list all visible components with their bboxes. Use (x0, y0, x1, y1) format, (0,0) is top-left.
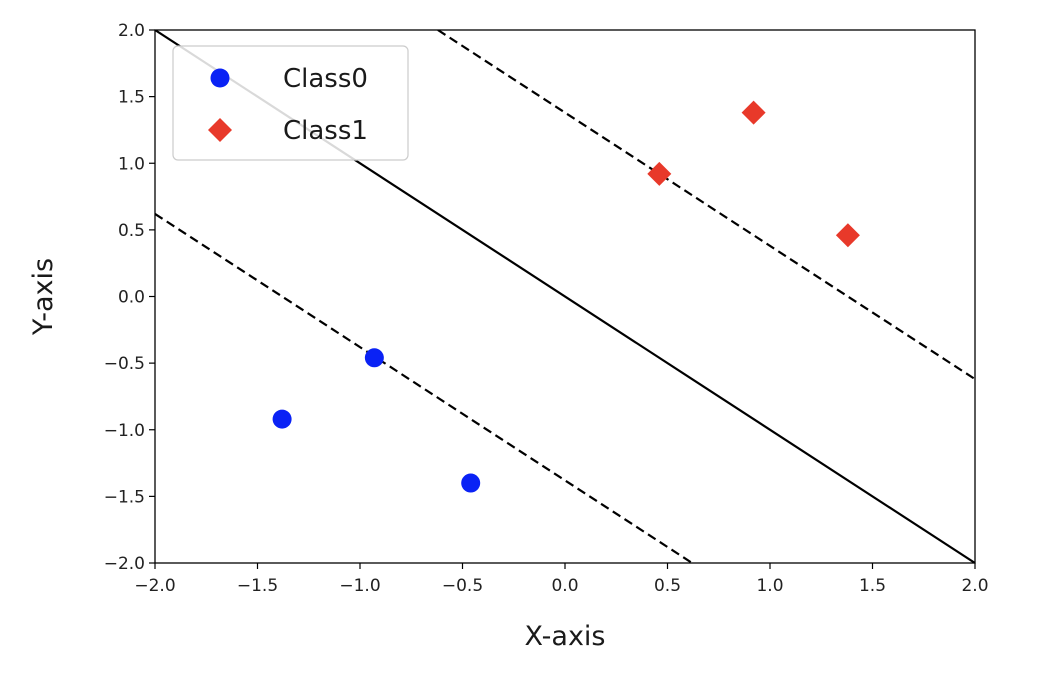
x-tick-label: −1.5 (237, 576, 278, 596)
x-tick-label: −1.0 (339, 576, 380, 596)
y-axis-label: Y-axis (28, 258, 59, 336)
y-tick-label: 0.0 (118, 288, 145, 308)
legend: Class0 Class1 (172, 45, 409, 161)
x-tick-label: 1.0 (756, 576, 783, 596)
lower-margin-line (155, 212, 693, 563)
legend-class0-swatch (210, 68, 230, 88)
y-tick-label: −1.5 (104, 487, 145, 507)
y-tick-label: −1.0 (104, 421, 145, 441)
ticks-layer: −2.0 −1.5 −1.0 −0.5 0.0 0.5 1.0 1.5 2.0 2.0 1.5 1.0… (104, 21, 989, 596)
y-tick-label: 0.5 (118, 221, 145, 241)
x-tick-label: 0.5 (654, 576, 681, 596)
class0-point (364, 348, 384, 368)
class0-point (461, 473, 481, 493)
legend-class0-label: Class0 (283, 64, 368, 94)
y-tick-label: 1.5 (118, 88, 145, 108)
y-tick-label: −2.0 (104, 554, 145, 574)
x-tick-label: 2.0 (961, 576, 988, 596)
class0-point (272, 409, 292, 429)
legend-class1-label: Class1 (283, 116, 368, 146)
y-tick-label: −0.5 (104, 354, 145, 374)
class1-point (647, 161, 672, 186)
upper-margin-line (437, 30, 975, 381)
class1-point (741, 100, 766, 125)
y-tick-label: 2.0 (118, 21, 145, 41)
points-layer (272, 100, 860, 493)
x-tick-label: 0.0 (551, 576, 578, 596)
legend-box (172, 45, 409, 161)
class1-point (835, 223, 860, 248)
x-tick-label: −2.0 (134, 576, 175, 596)
x-tick-label: 1.5 (859, 576, 886, 596)
x-axis-label: X-axis (525, 621, 606, 652)
y-tick-label: 1.0 (118, 154, 145, 174)
x-tick-label: −0.5 (442, 576, 483, 596)
legend-class1-swatch (208, 118, 232, 142)
